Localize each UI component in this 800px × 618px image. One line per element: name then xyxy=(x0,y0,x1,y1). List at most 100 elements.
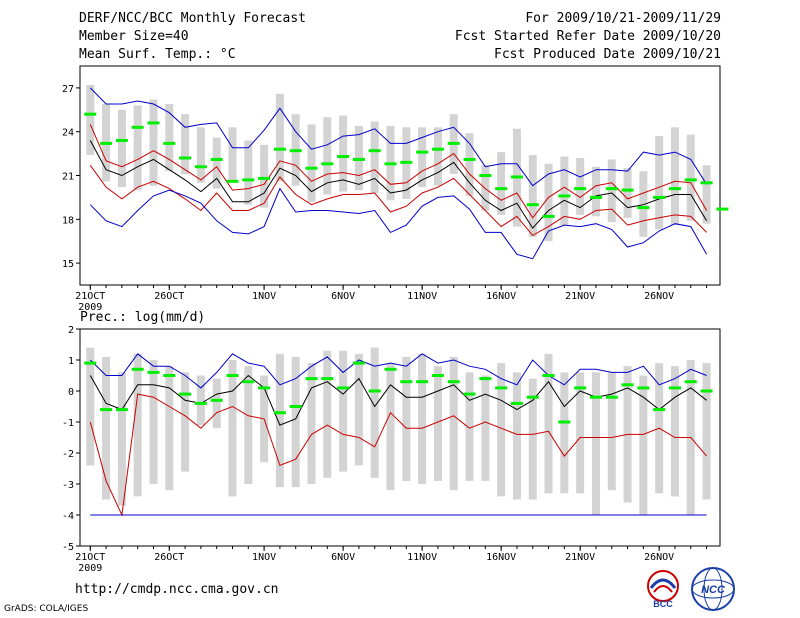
panel1-box-40 xyxy=(702,165,711,224)
panel1-box-35 xyxy=(623,168,632,218)
panel2-box-26 xyxy=(481,375,490,481)
panel2-median-2 xyxy=(100,408,113,412)
panel1-median-5 xyxy=(147,121,160,125)
panel2-median-31 xyxy=(558,420,571,424)
panel2-box-6 xyxy=(165,366,174,491)
panel2-median-13 xyxy=(273,411,286,415)
panel2-ytick-label: -1 xyxy=(62,418,74,429)
panel1-line-max xyxy=(89,87,708,187)
panel1-xtick-label: 26OCT xyxy=(154,291,184,302)
panel2-median-1 xyxy=(84,361,97,365)
panel1-median-1 xyxy=(84,112,97,116)
panel1-median-21 xyxy=(400,160,413,164)
panel1-median-20 xyxy=(384,162,397,166)
panel2-median-7 xyxy=(179,392,192,396)
panel1-box-22 xyxy=(418,127,427,188)
panel1-box-33 xyxy=(591,166,600,217)
panel2-box-21 xyxy=(402,356,411,481)
panel1-median-33 xyxy=(589,195,602,199)
panel1-box-23 xyxy=(433,127,442,186)
panel2-median-6 xyxy=(163,374,176,377)
panel2-median-4 xyxy=(131,367,144,371)
panel2-box-17 xyxy=(339,350,348,472)
panel1-box-17 xyxy=(339,115,348,192)
panel1-median-26 xyxy=(479,174,492,177)
panel1-xtick-label: 21OCT xyxy=(75,291,105,302)
panel2-box-18 xyxy=(354,353,363,466)
panel1-line-lower xyxy=(89,165,707,237)
panel2-median-29 xyxy=(526,395,539,399)
panel2-xtick-label: 21NOV xyxy=(565,552,595,563)
panel2-line-lower xyxy=(89,393,707,517)
panel1-median-22 xyxy=(416,150,429,154)
panel1-median-30 xyxy=(542,214,555,218)
panel2-median-12 xyxy=(258,386,271,390)
panel2-median-28 xyxy=(510,401,523,405)
panel1-median-31 xyxy=(558,194,571,198)
panel1-box-31 xyxy=(560,156,569,226)
panel1-box-15 xyxy=(307,124,316,202)
panel2-box-40 xyxy=(702,363,711,500)
panel2-median-22 xyxy=(416,380,429,384)
panel2-median-11 xyxy=(242,380,255,384)
panel2-box-38 xyxy=(670,366,679,497)
panel2-box-16 xyxy=(323,350,332,478)
panel2-box-28 xyxy=(512,372,521,500)
panel1-median-7 xyxy=(179,156,192,160)
panel2-xtick-label: 26NOV xyxy=(644,552,674,563)
panel1-median-8 xyxy=(194,165,207,169)
chart-title: DERF/NCC/BCC Monthly Forecast xyxy=(79,11,306,26)
panel2-median-21 xyxy=(400,380,413,384)
bcc-logo: BCC xyxy=(647,570,679,609)
panel1-box-32 xyxy=(576,157,585,215)
panel1-median-3 xyxy=(115,138,128,142)
panel2-box-36 xyxy=(639,375,648,515)
source-url[interactable]: http://cmdp.ncc.cma.gov.cn xyxy=(75,582,279,597)
panel1-median-6 xyxy=(163,141,176,145)
panel1-box-37 xyxy=(655,136,664,230)
panel2-xtick-label: 26OCT xyxy=(154,552,184,563)
panel2-box-5 xyxy=(149,360,158,484)
panel1-median-38 xyxy=(668,187,681,191)
panel1-median-25 xyxy=(463,157,476,161)
variable-label: Mean Surf. Temp.: °C xyxy=(79,47,236,62)
panel1-box-11 xyxy=(244,140,253,205)
panel2-median-30 xyxy=(542,374,555,377)
panel2-box-13 xyxy=(275,353,284,488)
panel2-median-14 xyxy=(289,405,302,408)
panel2-box-2 xyxy=(102,356,111,500)
panel1-box-38 xyxy=(670,127,679,226)
panel2-median-25 xyxy=(463,392,476,396)
panel1-median-14 xyxy=(289,149,302,153)
panel2-box-29 xyxy=(528,378,537,500)
panel1-box-5 xyxy=(149,99,158,186)
panel2-box-30 xyxy=(544,353,553,494)
panel2-line-max xyxy=(89,353,707,389)
panel2-median-9 xyxy=(210,398,223,402)
panel1-median-34 xyxy=(605,187,618,191)
panel2-box-8 xyxy=(196,375,205,426)
panel2-box-7 xyxy=(181,372,190,472)
panel2-median-16 xyxy=(321,377,334,381)
panel2-box-20 xyxy=(386,363,395,491)
panel2-median-18 xyxy=(352,361,365,365)
panel2-ytick-label: -3 xyxy=(62,480,74,491)
panel1-box-6 xyxy=(165,103,174,172)
panel1-box-10 xyxy=(228,127,237,182)
panel1-box-30 xyxy=(544,163,553,242)
panel2-box-33 xyxy=(591,372,600,515)
grads-credit: GrADS: COLA/IGES xyxy=(4,604,89,614)
panel2-xtick-label: 1NOV xyxy=(252,552,276,563)
panel1-median-36 xyxy=(637,206,650,210)
panel2-ytick-label: 1 xyxy=(68,356,74,367)
panel2-median-5 xyxy=(147,370,160,374)
panel1-median-11 xyxy=(242,178,255,182)
panel1-median-27 xyxy=(495,187,508,191)
panel2-median-10 xyxy=(226,374,239,377)
panel1-median-2 xyxy=(100,141,113,145)
panel2-xtick-label: 11NOV xyxy=(407,552,437,563)
panel2-box-3 xyxy=(117,372,126,506)
panel2-ytick-label: -5 xyxy=(62,542,74,553)
panel1-median-10 xyxy=(226,179,239,183)
panel1-median-32 xyxy=(574,187,587,191)
